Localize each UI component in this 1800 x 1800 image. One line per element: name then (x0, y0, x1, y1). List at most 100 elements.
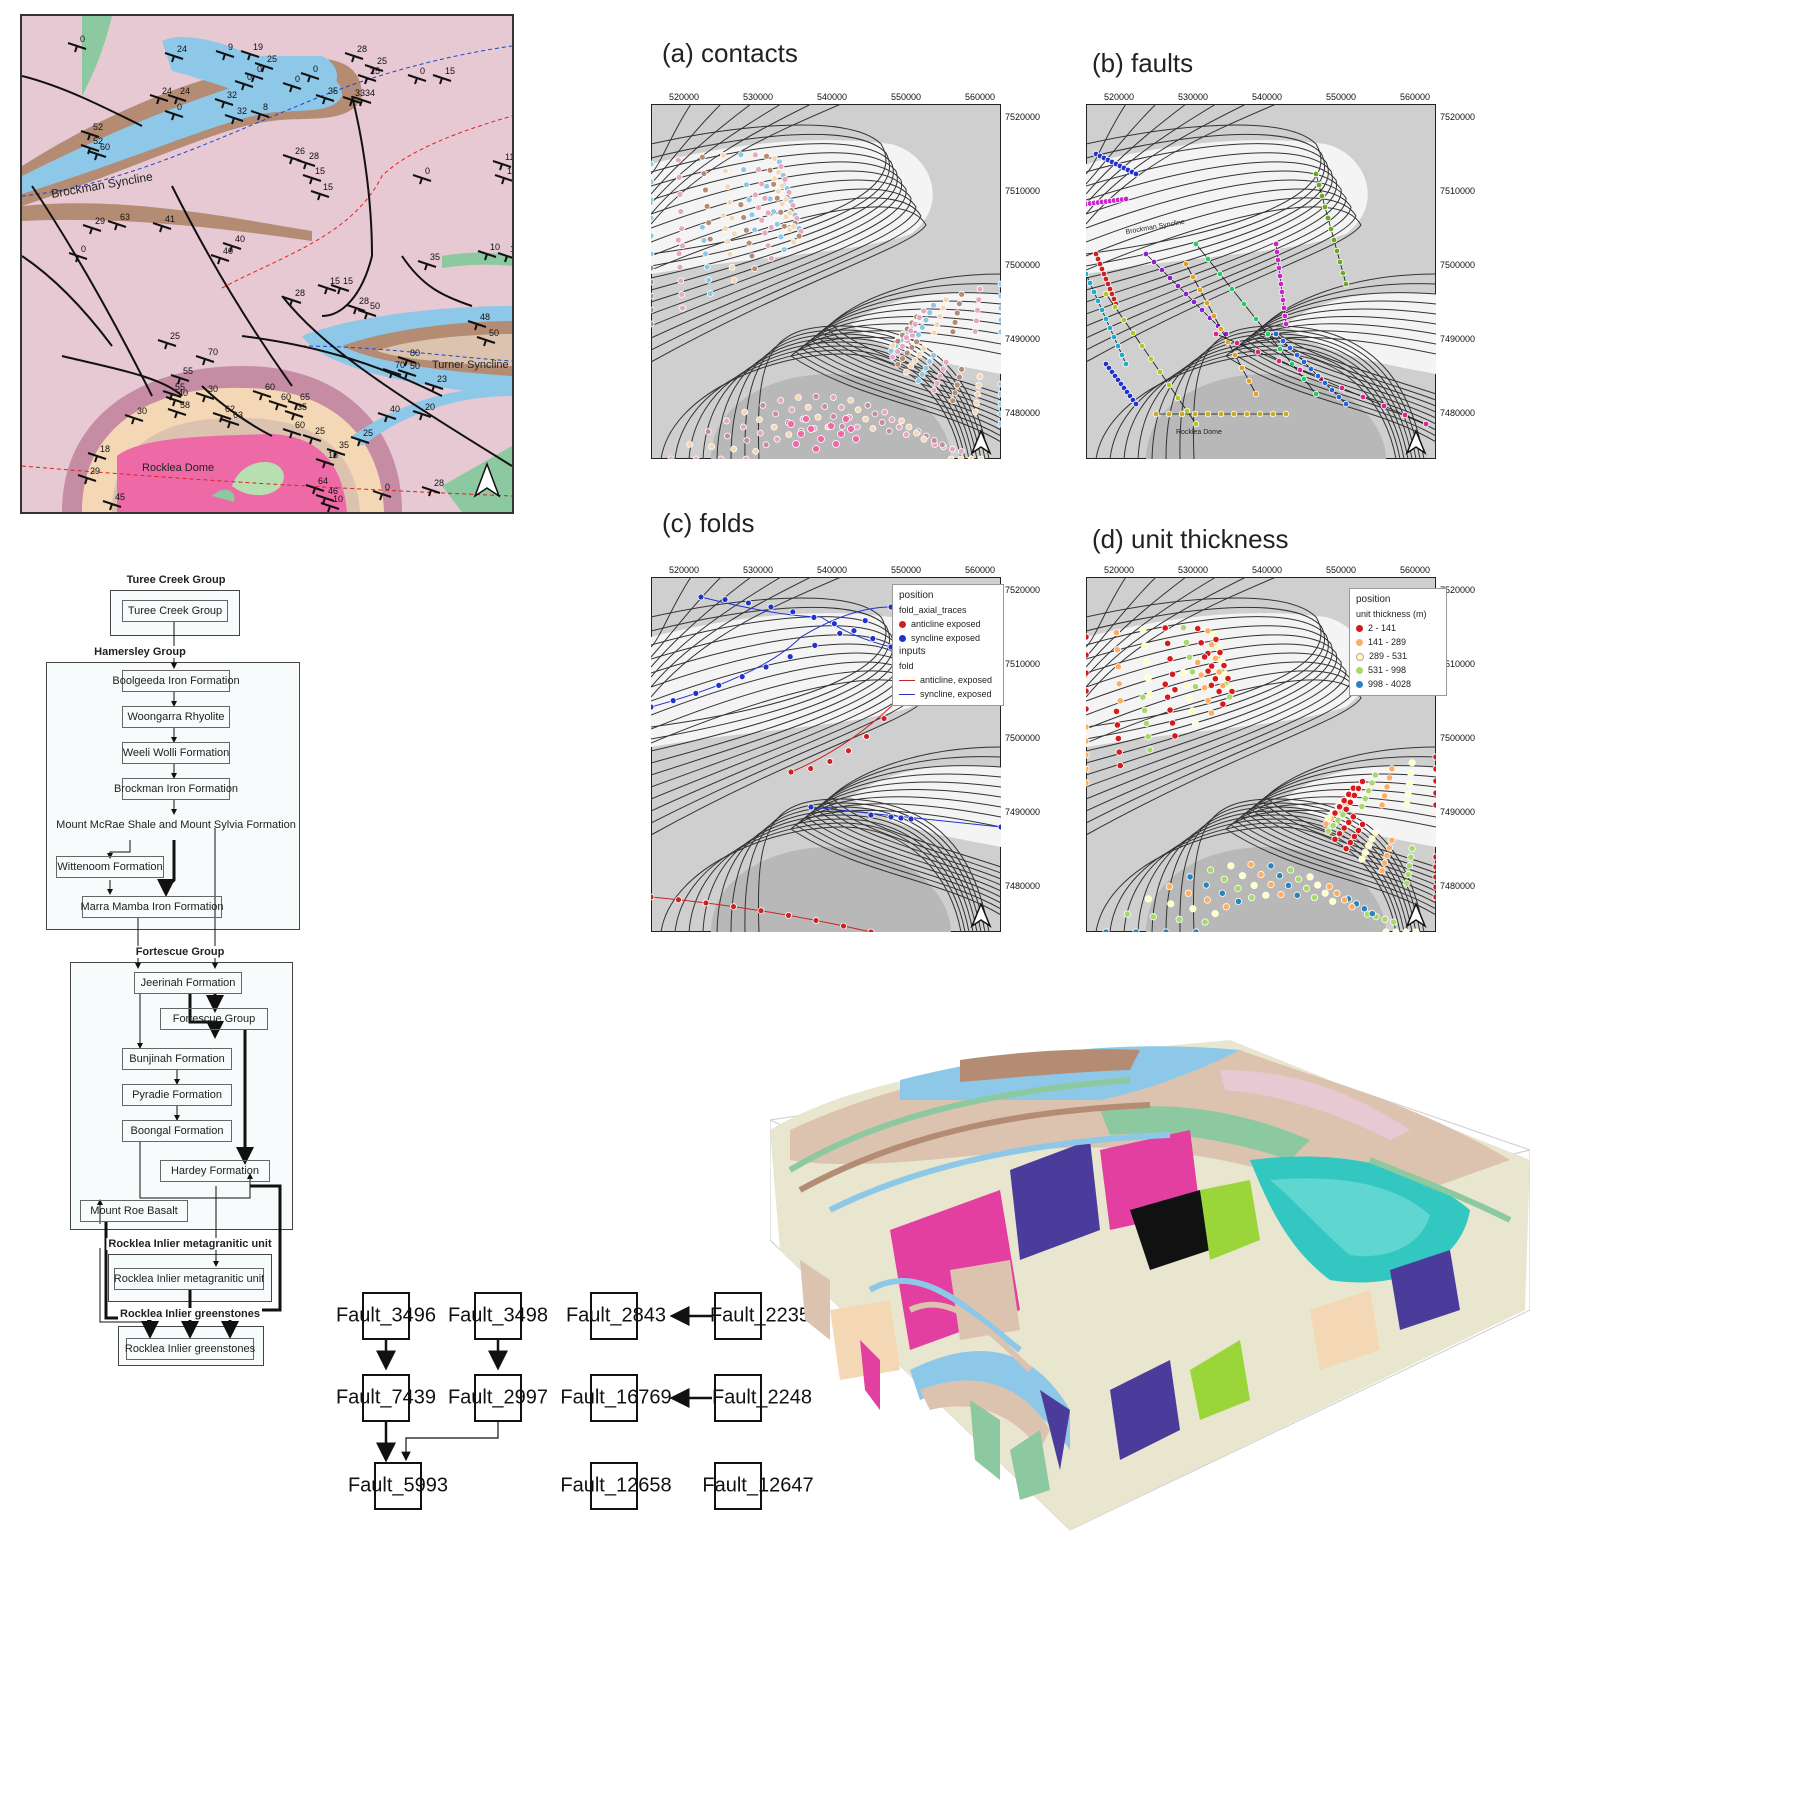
dip-value: 40 (178, 388, 188, 398)
thickness-point (1365, 842, 1373, 850)
thickness-point (1403, 879, 1411, 887)
unit-wittenoom: Wittenoom Formation (56, 856, 164, 878)
contact-point (847, 425, 855, 433)
contact-point (949, 445, 956, 453)
contact-point (651, 320, 655, 328)
thickness-point (1361, 848, 1369, 856)
dip-strike-symbol: 0 (372, 482, 392, 501)
dip-strike-symbol: 52 (80, 122, 103, 141)
x-tick-label: 520000 (1104, 92, 1135, 102)
thickness-point (1219, 682, 1227, 690)
contact-point (967, 455, 975, 459)
dip-value: 26 (295, 146, 305, 156)
contact-point (651, 232, 655, 240)
contact-point (743, 437, 751, 444)
fault-point (1192, 420, 1200, 428)
contact-point (677, 277, 685, 285)
contact-point (708, 443, 716, 451)
x-tick-label: 560000 (965, 565, 996, 575)
thickness-point (1331, 809, 1339, 817)
contact-point (951, 389, 959, 397)
dip-value: 28 (434, 478, 444, 488)
thickness-point (1346, 838, 1354, 847)
thickness-point (1166, 706, 1174, 714)
dip-value: 40 (235, 234, 245, 244)
fault-point (1212, 330, 1220, 338)
fault-point (1380, 402, 1388, 410)
contact-point (864, 401, 872, 409)
dip-strike-symbol: 30 (195, 384, 218, 403)
contact-point (719, 151, 727, 159)
anticline-point (845, 747, 852, 755)
contact-point (894, 360, 902, 368)
thickness-point (1175, 915, 1183, 923)
thickness-point (1306, 873, 1314, 881)
unit-thickness-map-panel: 520000 530000 540000 550000 560000 7520000 751… (1086, 565, 1481, 940)
y-tick-label: 7520000 (1440, 585, 1476, 595)
thickness-point (1321, 889, 1329, 897)
thickness-point (1378, 867, 1386, 875)
dip-strike-symbol: 35 (417, 252, 440, 271)
thickness-point (1257, 870, 1265, 879)
thickness-point (1361, 795, 1369, 803)
thickness-point (1388, 765, 1396, 773)
contact-point (777, 233, 785, 241)
contact-point (651, 264, 655, 272)
thickness-point (1404, 790, 1412, 798)
fault-point (1328, 386, 1336, 394)
contact-point (676, 263, 684, 271)
contact-point (675, 250, 683, 258)
contact-point (821, 403, 829, 410)
thickness-point (1216, 648, 1224, 657)
contact-point (915, 331, 922, 339)
fault-point (1279, 296, 1287, 304)
contact-point (827, 422, 835, 430)
fault-point (1165, 381, 1173, 389)
contact-point (674, 156, 682, 164)
thickness-point (1166, 655, 1174, 663)
thickness-point (1207, 709, 1216, 717)
contact-point (830, 413, 837, 420)
fault-point (1183, 407, 1191, 415)
dip-strike-symbol: 25 (157, 331, 180, 350)
dip-value: 70 (208, 347, 218, 357)
contact-point (679, 304, 686, 312)
contact-point (939, 365, 947, 373)
dip-strike-symbol: 50 (397, 361, 420, 380)
anticline-point (675, 896, 682, 904)
x-tick-label: 530000 (1178, 92, 1209, 102)
fault-point (1132, 400, 1140, 408)
contact-point (997, 280, 1001, 288)
contact-point (773, 194, 781, 202)
dip-value: 9 (228, 42, 233, 52)
anticline-point (730, 903, 737, 911)
x-tick-label: 530000 (743, 565, 774, 575)
thickness-point (1086, 751, 1090, 759)
fault-point (1254, 348, 1262, 356)
thickness-point (1086, 737, 1090, 745)
dip-value: 8 (263, 102, 268, 112)
dip-strike-symbol: 0 (67, 34, 87, 53)
fault-point (1174, 394, 1182, 402)
thickness-point (1383, 783, 1391, 791)
fault-point (1321, 379, 1329, 387)
unit-rocklea-greenstones: Rocklea Inlier greenstones (125, 1338, 255, 1360)
contact-point (832, 440, 840, 448)
thickness-point (1358, 802, 1366, 811)
fault-point (1333, 247, 1341, 255)
thickness-point (1191, 683, 1200, 691)
contact-point (997, 316, 1001, 324)
thickness-point (1432, 883, 1436, 891)
dip-value: 63 (233, 410, 243, 420)
dip-value: 52 (93, 122, 103, 132)
thickness-point (1267, 862, 1275, 870)
contact-point (903, 334, 910, 341)
fault-point (1272, 330, 1280, 338)
fault-point (1129, 329, 1137, 337)
dip-value: 55 (183, 366, 193, 376)
anticline-point (812, 917, 820, 924)
thickness-point (1247, 860, 1255, 869)
contact-point (724, 183, 732, 191)
contact-point (788, 406, 796, 414)
contact-point (926, 309, 934, 317)
